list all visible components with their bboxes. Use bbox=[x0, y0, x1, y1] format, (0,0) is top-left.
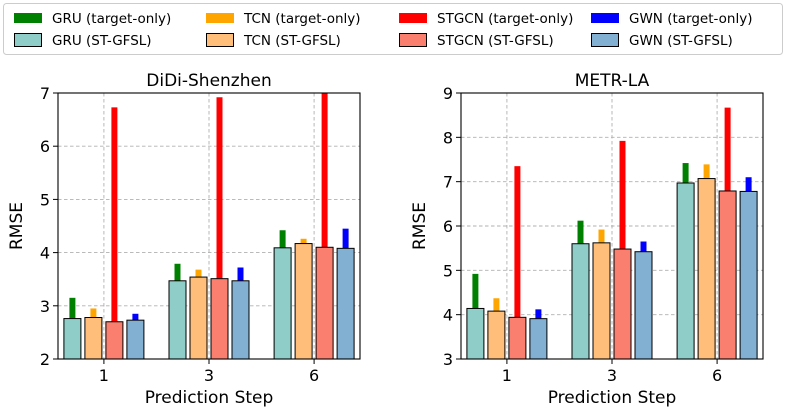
y-tick-label: 6 bbox=[443, 217, 453, 236]
bars bbox=[466, 107, 758, 359]
legend-swatch bbox=[206, 13, 234, 23]
bar-tcn-st-gfsl bbox=[189, 276, 208, 359]
bar-stgcn-st-gfsl bbox=[210, 278, 229, 359]
bar-stgcn-target-only bbox=[111, 107, 118, 359]
chart-title: METR-LA bbox=[575, 71, 650, 91]
x-tick-label: 1 bbox=[99, 366, 109, 385]
x-tick-label: 6 bbox=[712, 366, 722, 385]
y-tick-label: 3 bbox=[443, 350, 453, 369]
legend-label: STGCN (target-only) bbox=[437, 11, 573, 27]
bar-stgcn-st-gfsl bbox=[508, 316, 527, 359]
bar-tcn-st-gfsl bbox=[294, 243, 313, 359]
legend-label: STGCN (ST-GFSL) bbox=[437, 33, 554, 49]
bar-gru-st-gfsl bbox=[676, 182, 695, 359]
bar-gwn-st-gfsl bbox=[336, 247, 355, 359]
x-tick-label: 1 bbox=[502, 366, 512, 385]
legend-label: GRU (target-only) bbox=[52, 11, 171, 27]
bar-stgcn-target-only bbox=[321, 93, 328, 359]
legend-entry: STGCN (ST-GFSL) bbox=[399, 33, 554, 49]
bar-stgcn-st-gfsl bbox=[718, 190, 737, 359]
y-tick-label: 7 bbox=[443, 173, 453, 192]
bar-tcn-st-gfsl bbox=[84, 317, 103, 359]
y-tick-label: 5 bbox=[40, 190, 50, 209]
bar-stgcn-target-only bbox=[514, 166, 521, 359]
legend-entry: GWN (target-only) bbox=[591, 11, 752, 27]
legend-label: GRU (ST-GFSL) bbox=[52, 33, 152, 49]
chart-title: DiDi-Shenzhen bbox=[146, 71, 272, 91]
bar-gwn-st-gfsl bbox=[529, 318, 548, 359]
x-tick-label: 6 bbox=[309, 366, 319, 385]
x-tick-label: 3 bbox=[607, 366, 617, 385]
bar-gru-st-gfsl bbox=[273, 247, 292, 359]
bar-tcn-st-gfsl bbox=[592, 242, 611, 359]
y-tick-label: 9 bbox=[443, 84, 453, 103]
x-axis-label: Prediction Step bbox=[145, 388, 274, 408]
bar-gru-st-gfsl bbox=[168, 280, 187, 359]
legend-frame bbox=[3, 3, 783, 55]
axes-frame bbox=[57, 92, 361, 360]
bars bbox=[63, 93, 355, 359]
y-tick-label: 4 bbox=[443, 306, 453, 325]
bar-stgcn-target-only bbox=[216, 97, 223, 359]
bar-stgcn-st-gfsl bbox=[613, 248, 632, 359]
legend-swatch bbox=[399, 33, 427, 47]
legend-swatch bbox=[591, 33, 619, 47]
legend-entry: TCN (ST-GFSL) bbox=[206, 33, 341, 49]
x-tick-label: 3 bbox=[204, 366, 214, 385]
y-tick-label: 5 bbox=[443, 261, 453, 280]
bar-gru-st-gfsl bbox=[466, 307, 485, 359]
x-axis-label: Prediction Step bbox=[548, 388, 677, 408]
bar-gwn-st-gfsl bbox=[231, 280, 250, 359]
axes-frame bbox=[460, 92, 764, 360]
legend-label: TCN (ST-GFSL) bbox=[243, 33, 341, 49]
bar-gwn-st-gfsl bbox=[739, 190, 758, 359]
legend-label: GWN (ST-GFSL) bbox=[629, 33, 733, 49]
legend-swatch bbox=[591, 13, 619, 23]
bar-tcn-st-gfsl bbox=[697, 178, 716, 359]
legend-swatch bbox=[399, 13, 427, 23]
y-tick-label: 3 bbox=[40, 297, 50, 316]
chart-panel-1: DiDi-Shenzhen 2 3 4 5 6 7 1 3 6 Prediction Step RMS… bbox=[7, 71, 361, 408]
legend-swatch bbox=[206, 33, 234, 47]
bar-tcn-st-gfsl bbox=[487, 310, 506, 359]
y-axis-label: RMSE bbox=[410, 202, 430, 250]
legend-entry: STGCN (target-only) bbox=[399, 11, 573, 27]
legend: GRU (target-only) TCN (target-only) STGCN … bbox=[3, 3, 783, 55]
y-tick-label: 7 bbox=[40, 84, 50, 103]
bar-stgcn-st-gfsl bbox=[105, 321, 124, 359]
legend-swatch bbox=[14, 13, 42, 23]
legend-swatch bbox=[14, 33, 42, 47]
bar-gwn-st-gfsl bbox=[634, 251, 653, 359]
legend-entry: GWN (ST-GFSL) bbox=[591, 33, 733, 49]
legend-entry: GRU (ST-GFSL) bbox=[14, 33, 152, 49]
y-tick-label: 4 bbox=[40, 244, 50, 263]
bar-gwn-st-gfsl bbox=[126, 319, 145, 359]
legend-label: GWN (target-only) bbox=[629, 11, 752, 27]
chart-panel-2: METR-LA 3 4 5 6 7 8 9 1 3 6 Prediction Step RMSE bbox=[410, 71, 764, 408]
y-tick-label: 8 bbox=[443, 128, 453, 147]
legend-entry: TCN (target-only) bbox=[206, 11, 361, 27]
y-tick-label: 2 bbox=[40, 350, 50, 369]
y-tick-label: 6 bbox=[40, 137, 50, 156]
legend-label: TCN (target-only) bbox=[243, 11, 361, 27]
legend-entry: GRU (target-only) bbox=[14, 11, 171, 27]
bar-gru-st-gfsl bbox=[571, 243, 590, 359]
bar-stgcn-st-gfsl bbox=[315, 246, 334, 359]
y-axis-label: RMSE bbox=[7, 202, 27, 250]
bar-gru-st-gfsl bbox=[63, 318, 82, 359]
